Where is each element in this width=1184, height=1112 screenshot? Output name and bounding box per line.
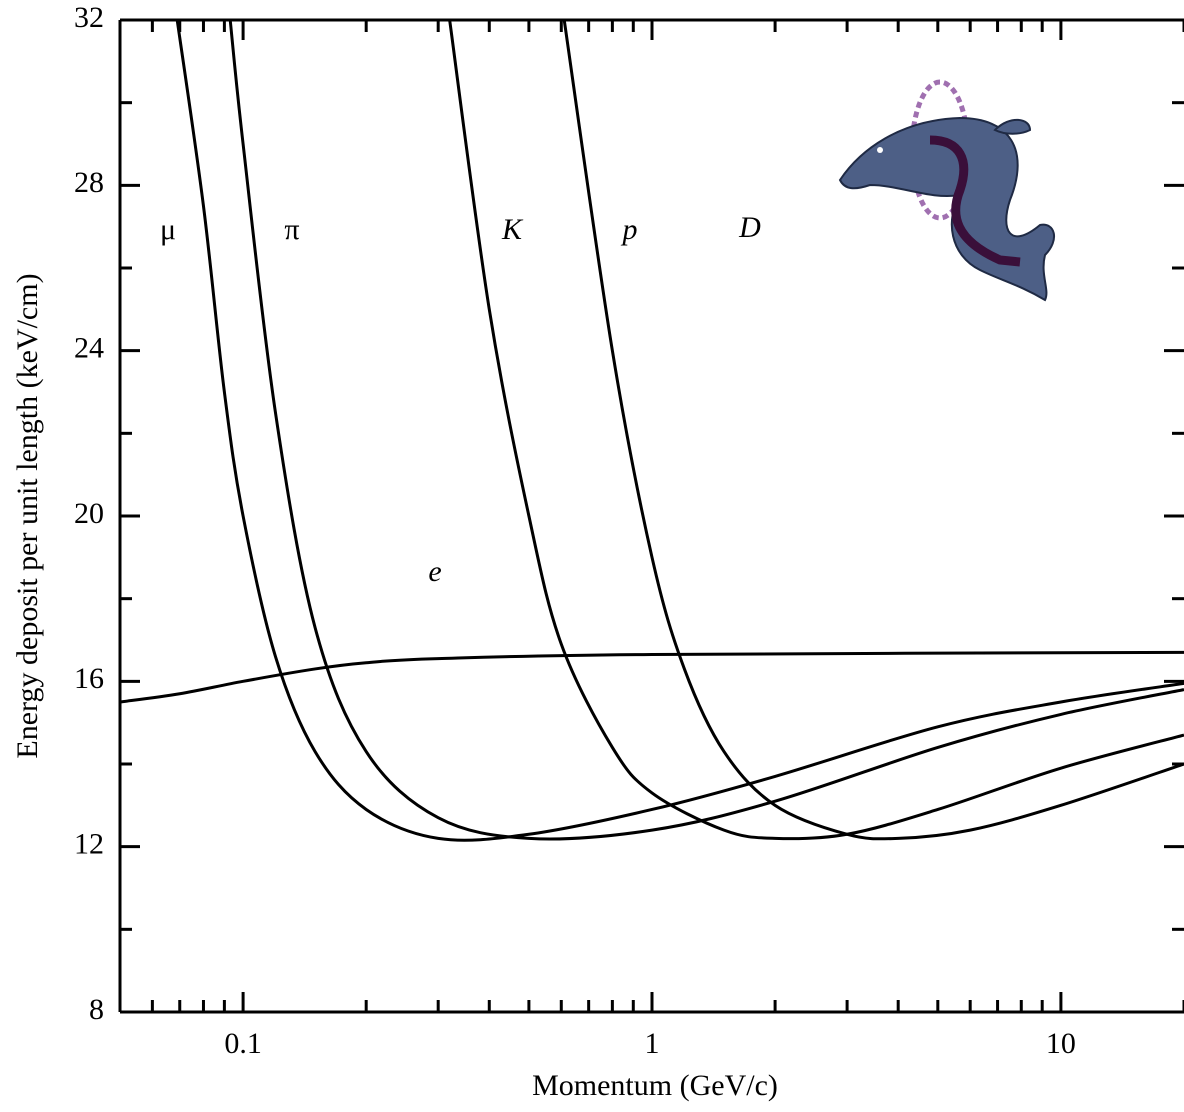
- annotation: K: [501, 213, 524, 246]
- x-tick-label: 0.1: [224, 1027, 262, 1060]
- y-tick-label: 24: [74, 332, 104, 365]
- y-tick-label: 12: [74, 828, 104, 861]
- curve: [448, 19, 1184, 841]
- curve: [119, 650, 1184, 704]
- y-tick-label: 16: [74, 662, 104, 695]
- annotation: p: [621, 213, 638, 246]
- x-axis-label: Momentum (GeV/c): [532, 1069, 778, 1102]
- annotation: π: [284, 213, 299, 246]
- curve: [562, 19, 1184, 841]
- annotation: D: [738, 211, 761, 244]
- annotation: μ: [160, 213, 176, 246]
- y-tick-label: 8: [89, 993, 104, 1026]
- dolphin-logo: [838, 79, 1055, 302]
- y-tick-label: 28: [74, 166, 104, 199]
- x-tick-label: 10: [1046, 1027, 1076, 1060]
- y-tick-label: 32: [74, 1, 104, 34]
- y-axis-label: Energy deposit per unit length (keV/cm): [11, 273, 44, 758]
- y-tick-label: 20: [74, 497, 104, 530]
- curve: [228, 19, 1184, 841]
- annotation: e: [428, 555, 441, 588]
- curve: [175, 19, 1184, 842]
- x-tick-label: 1: [645, 1027, 660, 1060]
